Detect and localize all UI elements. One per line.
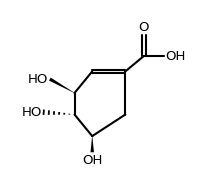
Text: HO: HO (28, 73, 48, 86)
Polygon shape (91, 136, 94, 152)
Text: OH: OH (165, 49, 186, 62)
Text: O: O (139, 22, 149, 35)
Polygon shape (49, 78, 75, 93)
Text: OH: OH (82, 154, 102, 167)
Text: HO: HO (22, 106, 42, 119)
